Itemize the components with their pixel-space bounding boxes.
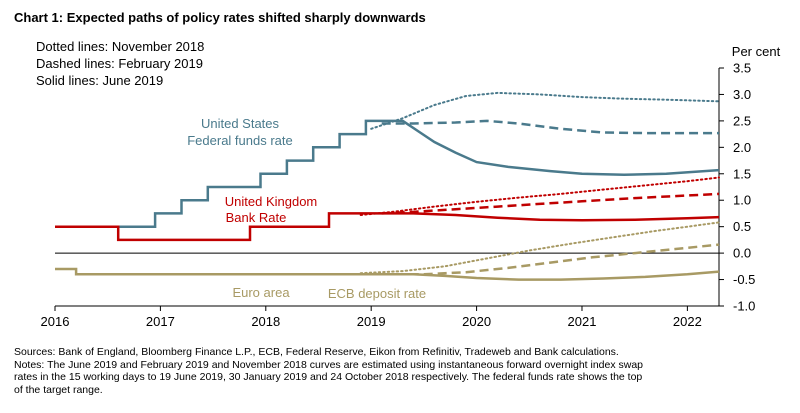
label-federal-funds-rate: Federal funds rate	[187, 133, 293, 148]
series-us-dotted-line	[370, 91, 720, 130]
footnote-notes-3: of the target range.	[14, 383, 103, 396]
series-us-dashed-line	[381, 119, 719, 135]
series-uk-dotted-line	[359, 176, 720, 216]
note-dashed: Dashed lines: February 2019	[36, 56, 203, 71]
note-dotted: Dotted lines: November 2018	[36, 39, 205, 54]
x-tick-label: 2019	[357, 314, 386, 329]
x-tick-label: 2016	[41, 314, 70, 329]
series-uk-solid-line	[55, 212, 720, 242]
y-tick-label: 3.5	[733, 61, 751, 76]
label-euro-area: Euro area	[232, 285, 290, 300]
y-tick-label: 3.0	[733, 87, 751, 102]
y-tick-label: 2.5	[733, 113, 751, 128]
x-tick-label: 2021	[568, 314, 597, 329]
y-tick-label: 1.5	[733, 166, 751, 181]
y-tick-label: 2.0	[733, 140, 751, 155]
series-ea-dotted-line	[359, 221, 720, 275]
footnote-notes-1: Notes: The June 2019 and February 2019 a…	[14, 358, 644, 371]
y-tick-label: 0.5	[733, 219, 751, 234]
label-ecb-deposit-rate: ECB deposit rate	[328, 286, 426, 301]
x-tick-label: 2018	[251, 314, 280, 329]
label-united-states: United States	[201, 116, 280, 131]
chart-title: Chart 1: Expected paths of policy rates …	[14, 10, 426, 25]
y-tick-label: 1.0	[733, 193, 751, 208]
series-us-solid-line	[55, 119, 720, 228]
chart-labels: United States Federal funds rate United Ki…	[187, 116, 426, 301]
note-solid: Solid lines: June 2019	[36, 73, 164, 88]
label-united-kingdom: United Kingdom	[225, 194, 318, 209]
y-tick-label: -1.0	[733, 299, 755, 314]
x-tick-label: 2020	[462, 314, 491, 329]
y-axis-label: Per cent	[732, 44, 781, 59]
label-bank-rate: Bank Rate	[226, 210, 287, 225]
footnote-sources: Sources: Bank of England, Bloomberg Fina…	[14, 346, 619, 358]
series-ea-solid-line	[55, 267, 720, 281]
footnote-notes-2: rates in the 15 working days to 19 June …	[14, 371, 643, 383]
x-tick-label: 2022	[673, 314, 702, 329]
series-uk-dashed-line	[381, 192, 720, 215]
y-tick-label: -0.5	[733, 272, 755, 287]
chart-series	[55, 91, 720, 281]
series-ea-dashed-line	[381, 243, 720, 276]
chart-axes: 3.5 3.0 2.5 2.0 1.5 1.0 0.5 0.0 -0.5 -1.0 Per cent…	[41, 44, 781, 329]
x-tick-label: 2017	[146, 314, 175, 329]
y-tick-label: 0.0	[733, 246, 751, 261]
